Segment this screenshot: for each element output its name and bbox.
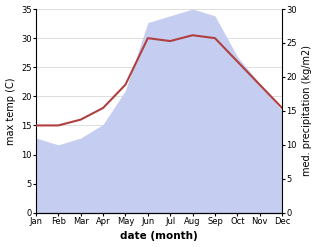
Y-axis label: med. precipitation (kg/m2): med. precipitation (kg/m2) — [302, 45, 313, 176]
Y-axis label: max temp (C): max temp (C) — [5, 77, 16, 145]
X-axis label: date (month): date (month) — [120, 231, 198, 242]
